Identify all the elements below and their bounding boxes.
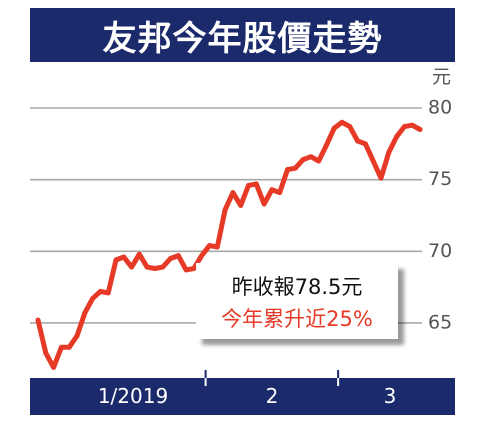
data-point [409,122,415,128]
annotation-ytd-gain: 今年累升近25% [221,307,373,331]
data-point [66,344,72,350]
data-point [51,365,56,370]
x-axis-bar [30,378,455,415]
data-point [355,138,361,144]
data-point [378,175,384,181]
price-series [35,119,423,370]
data-point [230,190,236,195]
data-point [97,289,103,294]
data-point [238,203,244,208]
data-point [292,165,298,171]
data-point [191,266,197,271]
data-point [246,182,251,188]
data-point [160,264,166,270]
data-point [74,333,80,339]
data-point [113,257,119,263]
data-point [331,125,337,131]
data-point [339,119,345,125]
data-point [199,253,205,259]
annotation-box: 昨收報78.5元 今年累升近25% [196,263,398,339]
data-point [129,264,134,270]
data-point [35,317,41,323]
data-point [58,344,64,350]
data-point [370,158,376,164]
data-point [261,201,267,207]
chart-title: 友邦今年股價走勢 [30,8,455,62]
y-tick-label-65: 65 [428,311,452,333]
y-axis-unit-label: 元 [432,66,452,88]
data-point [402,124,407,130]
data-point [90,296,95,302]
data-point [363,141,368,147]
data-point [43,350,49,356]
x-tick-label-mar: 3 [383,384,397,408]
y-tick-label-80: 80 [428,96,452,118]
data-point [300,157,306,162]
data-point [285,167,290,173]
data-point [207,243,212,248]
x-tick-label-jan: 1/2019 [97,384,169,408]
data-point [144,264,150,270]
data-point [316,158,322,164]
data-point [105,290,111,296]
data-point [121,254,127,260]
data-point [222,207,228,213]
y-tick-label-75: 75 [428,168,452,190]
data-point [175,253,181,259]
data-point [277,190,283,195]
data-point [253,181,259,187]
data-point [82,310,88,316]
data-point [347,124,353,130]
data-point [386,150,392,155]
data-point [394,134,400,140]
y-tick-labels: 80 75 70 65 [428,96,452,333]
annotation-close-price: 昨收報78.5元 [231,275,363,299]
y-tick-label-70: 70 [428,240,452,262]
data-point [417,127,423,132]
x-tick-label-feb: 2 [265,384,279,408]
data-point [214,244,220,250]
data-point [168,256,173,261]
data-point [183,267,189,273]
data-point [269,187,275,193]
month-tick-marks [204,370,340,386]
data-point [308,154,314,160]
data-point [324,142,329,148]
data-point [152,266,158,271]
data-point [136,251,142,257]
